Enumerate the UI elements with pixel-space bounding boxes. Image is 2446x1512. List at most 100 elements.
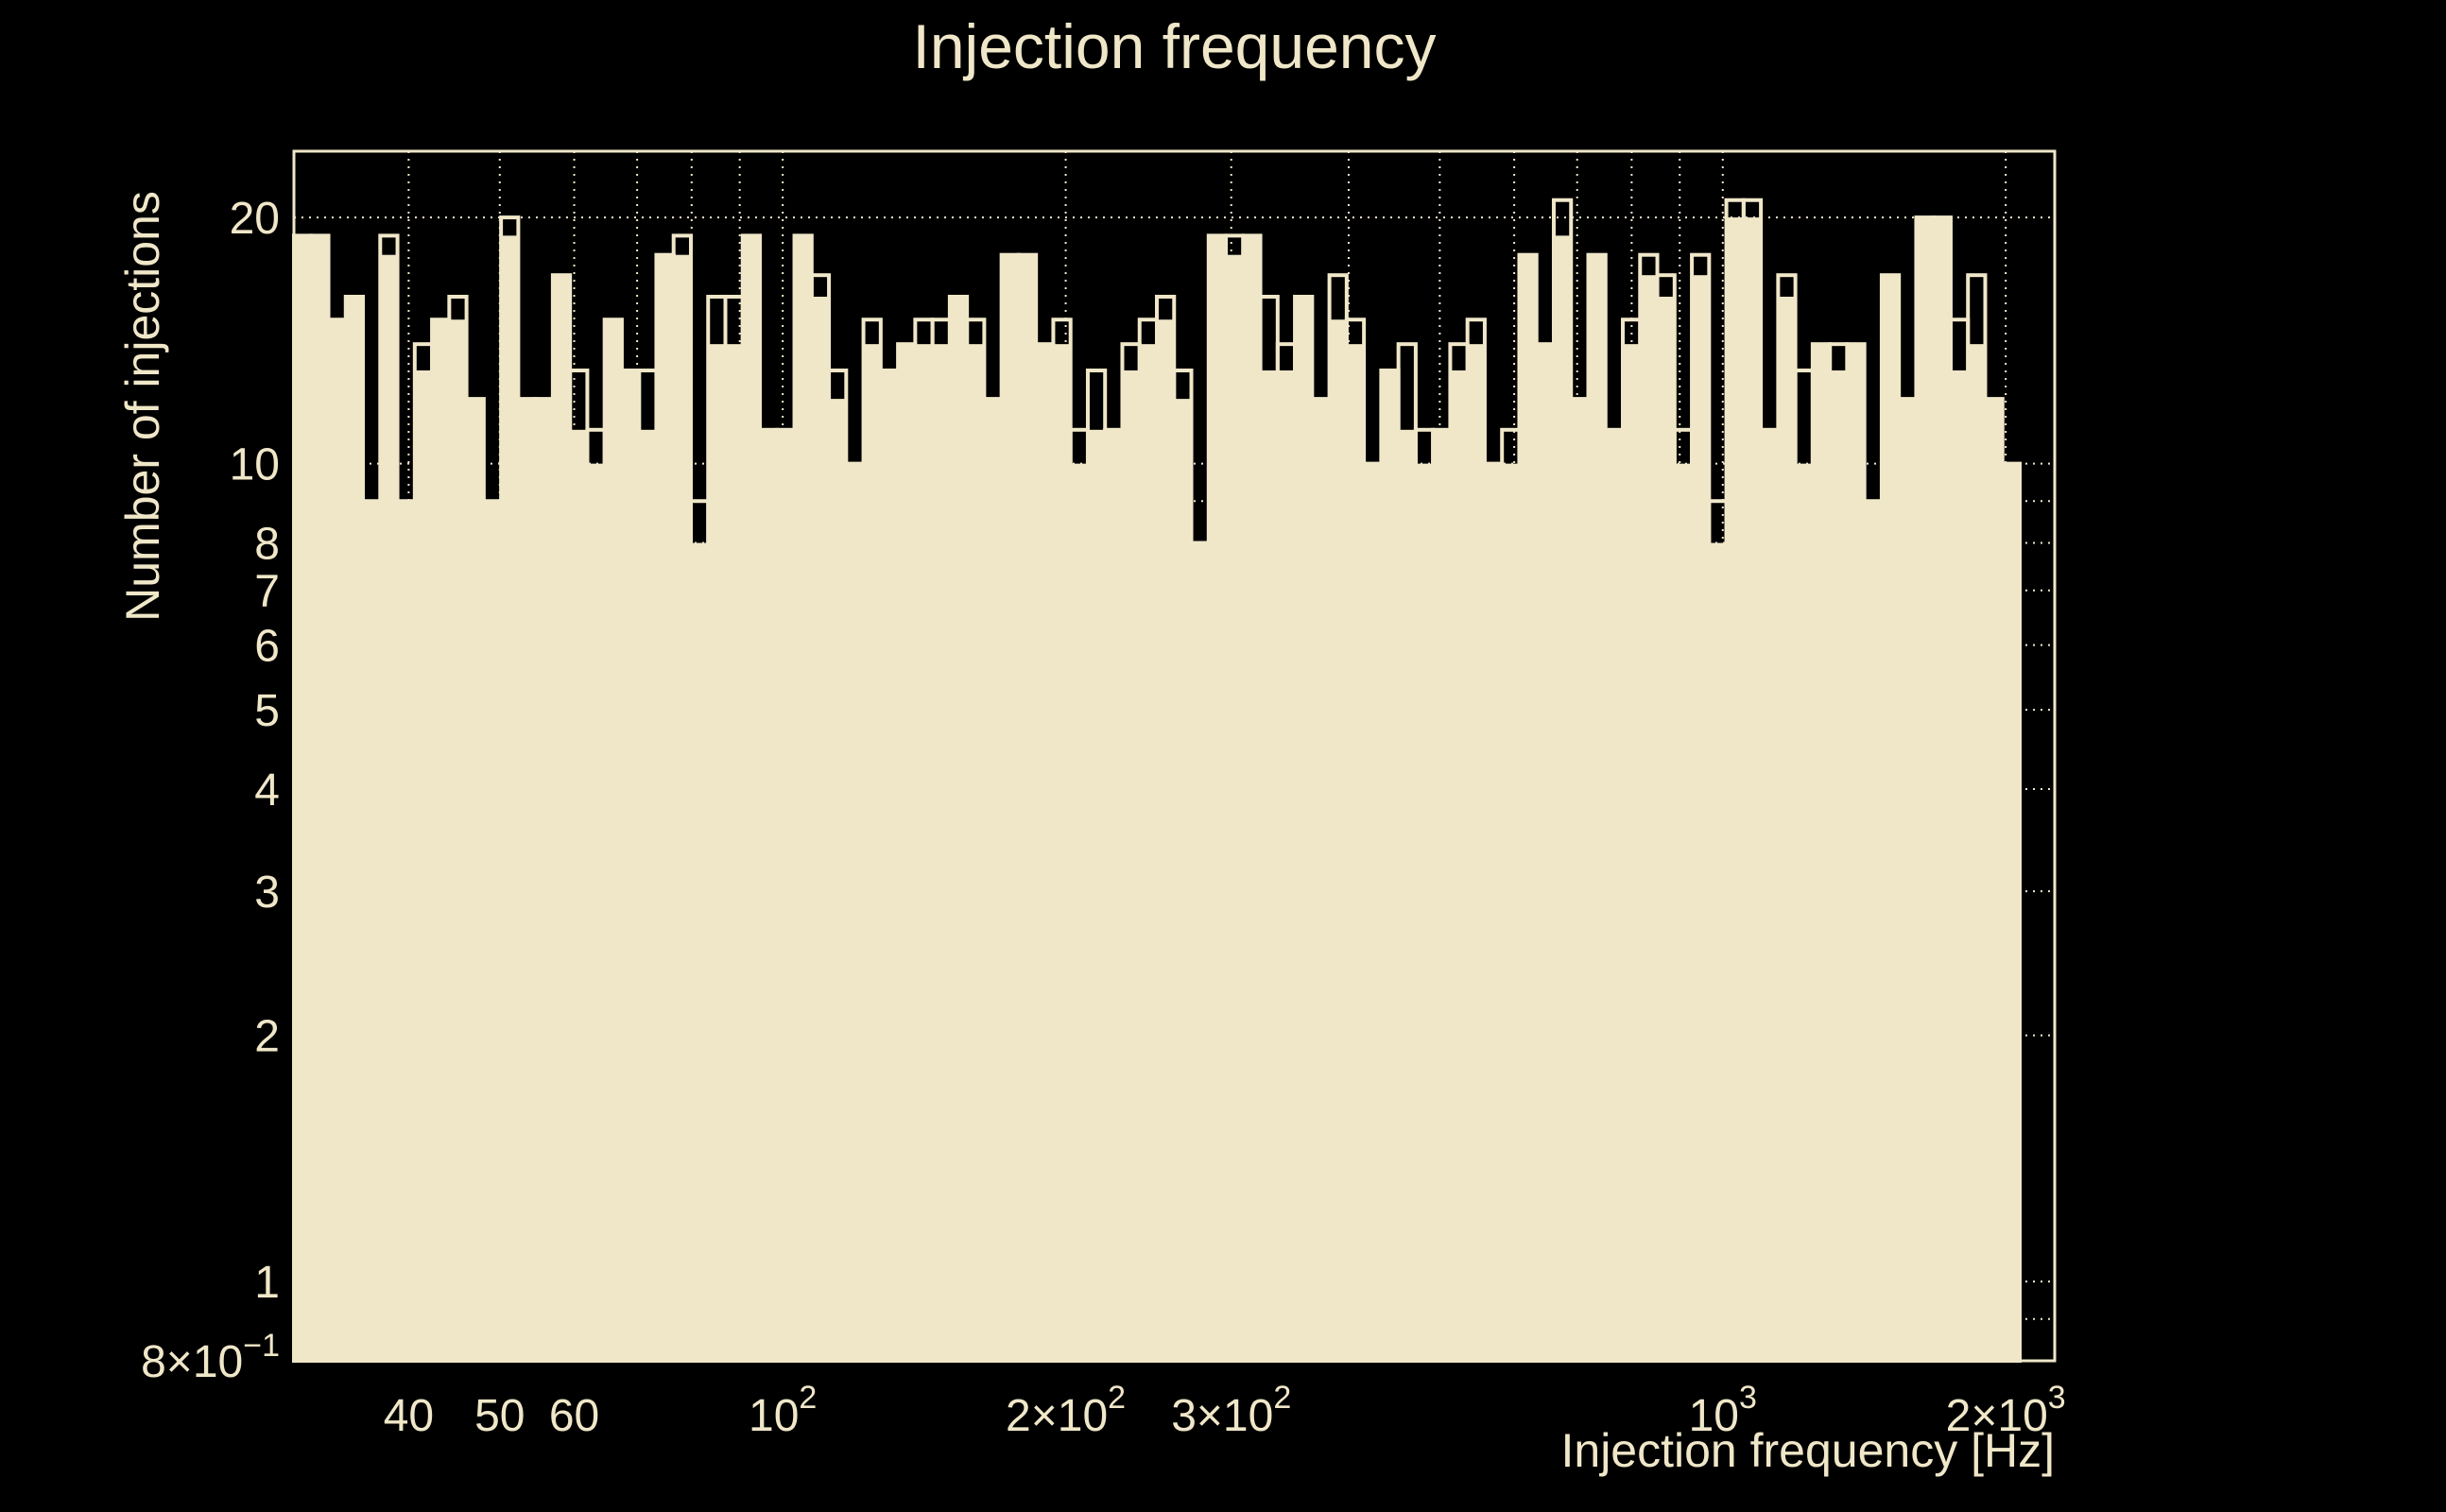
histogram-bar [1415, 463, 1434, 1361]
histogram-bar [1363, 463, 1382, 1361]
histogram-bar [1070, 463, 1089, 1361]
histogram-bar [1553, 235, 1572, 1361]
histogram-bar [310, 235, 330, 1361]
histogram-bar [1277, 370, 1296, 1361]
histogram-bar [1104, 429, 1123, 1362]
histogram-bar [1605, 429, 1624, 1362]
histogram-bar [1484, 463, 1503, 1361]
histogram-bar [586, 463, 606, 1361]
histogram-bar [1380, 370, 1400, 1361]
histogram-bar [1777, 296, 1797, 1362]
x-tick-label: 40 [384, 1391, 434, 1441]
x-tick-labels: 40 50 60 102 2×102 3×102 103 2×103 [384, 1380, 2066, 1441]
histogram-bar [1329, 319, 1348, 1361]
histogram-bar [621, 370, 640, 1361]
histogram-bar [604, 319, 623, 1361]
histogram-bar [742, 235, 761, 1361]
histogram-bar [1674, 463, 1693, 1361]
histogram-bar [707, 344, 726, 1361]
histogram-bar [1760, 429, 1779, 1362]
histogram-bar [1518, 254, 1538, 1361]
histogram-bar [897, 344, 916, 1361]
histogram-bar [1467, 344, 1486, 1361]
y-tick-label: 7 [254, 567, 280, 617]
histogram-bar [1346, 344, 1365, 1361]
histogram-bar [1052, 344, 1072, 1361]
histogram-bar [1639, 275, 1659, 1361]
y-tick-label: 1 [254, 1258, 280, 1308]
histogram-bar [1846, 344, 1866, 1361]
histogram-bar [1121, 370, 1141, 1361]
histogram-bar [517, 399, 537, 1361]
histogram-bar [1708, 542, 1728, 1361]
y-tick-label: 2 [254, 1012, 280, 1062]
histogram-bar [345, 296, 364, 1362]
y-tick-label: 5 [254, 686, 280, 736]
histogram-bar [811, 296, 830, 1362]
histogram-bar [1294, 296, 1313, 1362]
x-tick-label: 2×102 [1006, 1380, 1126, 1441]
histogram-bar [1208, 235, 1227, 1361]
histogram-bar [1139, 344, 1158, 1361]
histogram-bar [1915, 217, 1935, 1362]
x-tick-label: 50 [474, 1391, 525, 1441]
histogram-bar [1967, 344, 1986, 1361]
histogram-bar [466, 399, 485, 1361]
histogram-bar [932, 344, 951, 1361]
histogram-bar [690, 542, 709, 1361]
histogram-bar [1622, 344, 1641, 1361]
y-tick-label: 3 [254, 868, 280, 918]
histogram-bar [1449, 370, 1469, 1361]
chart-title: Injection frequency [912, 11, 1436, 81]
histogram-bar [1829, 370, 1848, 1361]
histogram-bar [2002, 463, 2021, 1361]
histogram-bar [328, 319, 347, 1361]
histogram-bar [1536, 344, 1555, 1361]
histogram-bar [535, 399, 554, 1361]
x-tick-label: 2×103 [1946, 1380, 2066, 1441]
x-tick-label: 102 [749, 1380, 817, 1441]
histogram-bar [1311, 399, 1331, 1361]
histogram-bar [1260, 370, 1279, 1361]
histogram-bar [1898, 399, 1917, 1361]
histogram-bar [1657, 296, 1676, 1362]
histogram-bar [1570, 399, 1589, 1361]
histogram-bar [1691, 275, 1710, 1361]
histogram-bar [1795, 463, 1814, 1361]
histogram-bar [1242, 235, 1262, 1361]
y-tick-label: 4 [254, 765, 280, 816]
x-tick-label: 103 [1689, 1380, 1757, 1441]
histogram-bar [483, 501, 502, 1361]
histogram-bar [1950, 370, 1969, 1361]
histogram-bar [1191, 542, 1210, 1361]
histogram-bar [1018, 254, 1037, 1361]
histogram-bar [1156, 319, 1175, 1361]
histogram-bar [500, 235, 519, 1361]
histogram-bar [828, 399, 847, 1361]
histogram-bar [552, 275, 571, 1361]
histogram-bar [362, 501, 381, 1361]
y-tick-label: 8×10−1 [141, 1328, 280, 1387]
plot-frame [292, 149, 2057, 1363]
histogram-bar [759, 429, 778, 1362]
histogram-bar [1984, 399, 2004, 1361]
histogram-bar [914, 344, 934, 1361]
histogram-bar [397, 501, 416, 1361]
histogram-bar [1087, 429, 1106, 1362]
outline-histogram [292, 198, 2022, 1364]
histogram-bar [880, 370, 899, 1361]
histogram-bar [1933, 217, 1952, 1362]
histogram-bar [638, 429, 657, 1362]
histogram-bar [966, 344, 985, 1361]
histogram-bar [379, 254, 399, 1361]
histogram-bar [1726, 217, 1745, 1362]
filled-histogram [293, 217, 2021, 1362]
histogram-bar [431, 319, 450, 1361]
histogram-bar [414, 370, 433, 1361]
histogram-bar [1225, 254, 1244, 1361]
histogram-bar [1812, 344, 1831, 1361]
x-tick-label: 60 [549, 1391, 599, 1441]
histogram-bar [448, 319, 468, 1361]
